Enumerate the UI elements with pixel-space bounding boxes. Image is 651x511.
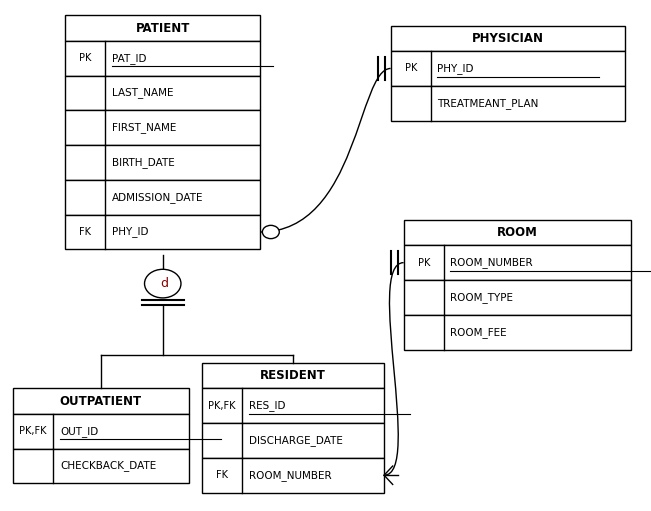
Text: PHY_ID: PHY_ID — [112, 226, 148, 238]
Text: ROOM_NUMBER: ROOM_NUMBER — [450, 257, 533, 268]
Bar — [202, 388, 384, 423]
Text: d: d — [160, 277, 168, 290]
Text: DISCHARGE_DATE: DISCHARGE_DATE — [249, 435, 342, 446]
Text: PHY_ID: PHY_ID — [437, 63, 474, 74]
Text: PK: PK — [404, 63, 417, 74]
Bar — [202, 363, 384, 388]
Text: FIRST_NAME: FIRST_NAME — [112, 122, 176, 133]
Bar — [65, 215, 260, 249]
Text: ROOM: ROOM — [497, 226, 538, 239]
Text: PAT_ID: PAT_ID — [112, 53, 146, 64]
Circle shape — [262, 225, 279, 239]
Text: PK: PK — [417, 258, 430, 268]
Text: PK: PK — [79, 53, 92, 63]
Text: PK,FK: PK,FK — [208, 401, 236, 411]
Bar — [65, 110, 260, 145]
Bar — [391, 26, 625, 51]
Text: PHYSICIAN: PHYSICIAN — [472, 32, 544, 45]
Text: CHECKBACK_DATE: CHECKBACK_DATE — [60, 460, 156, 472]
Text: PK,FK: PK,FK — [20, 426, 47, 436]
Bar — [202, 423, 384, 458]
Bar — [65, 15, 260, 41]
Text: BIRTH_DATE: BIRTH_DATE — [112, 157, 174, 168]
Bar — [404, 280, 631, 315]
Text: LAST_NAME: LAST_NAME — [112, 87, 173, 99]
Bar — [13, 388, 189, 414]
Bar — [13, 449, 189, 483]
Bar — [404, 220, 631, 245]
Bar — [404, 245, 631, 280]
Text: OUT_ID: OUT_ID — [60, 426, 98, 437]
Bar — [404, 315, 631, 350]
Text: FK: FK — [216, 470, 228, 480]
Text: ROOM_FEE: ROOM_FEE — [450, 327, 507, 338]
Bar — [65, 76, 260, 110]
Bar — [65, 180, 260, 215]
Circle shape — [145, 269, 181, 298]
Text: FK: FK — [79, 227, 91, 237]
Text: ROOM_TYPE: ROOM_TYPE — [450, 292, 514, 303]
Bar — [65, 41, 260, 76]
Text: ROOM_NUMBER: ROOM_NUMBER — [249, 470, 331, 481]
Text: OUTPATIENT: OUTPATIENT — [60, 394, 142, 408]
Bar — [13, 414, 189, 449]
Bar — [65, 145, 260, 180]
Bar — [202, 458, 384, 493]
Text: ADMISSION_DATE: ADMISSION_DATE — [112, 192, 204, 203]
Text: TREATMEANT_PLAN: TREATMEANT_PLAN — [437, 98, 539, 109]
Text: RES_ID: RES_ID — [249, 400, 285, 411]
Text: PATIENT: PATIENT — [135, 21, 190, 35]
Bar — [391, 86, 625, 121]
Bar — [391, 51, 625, 86]
Text: RESIDENT: RESIDENT — [260, 369, 326, 382]
